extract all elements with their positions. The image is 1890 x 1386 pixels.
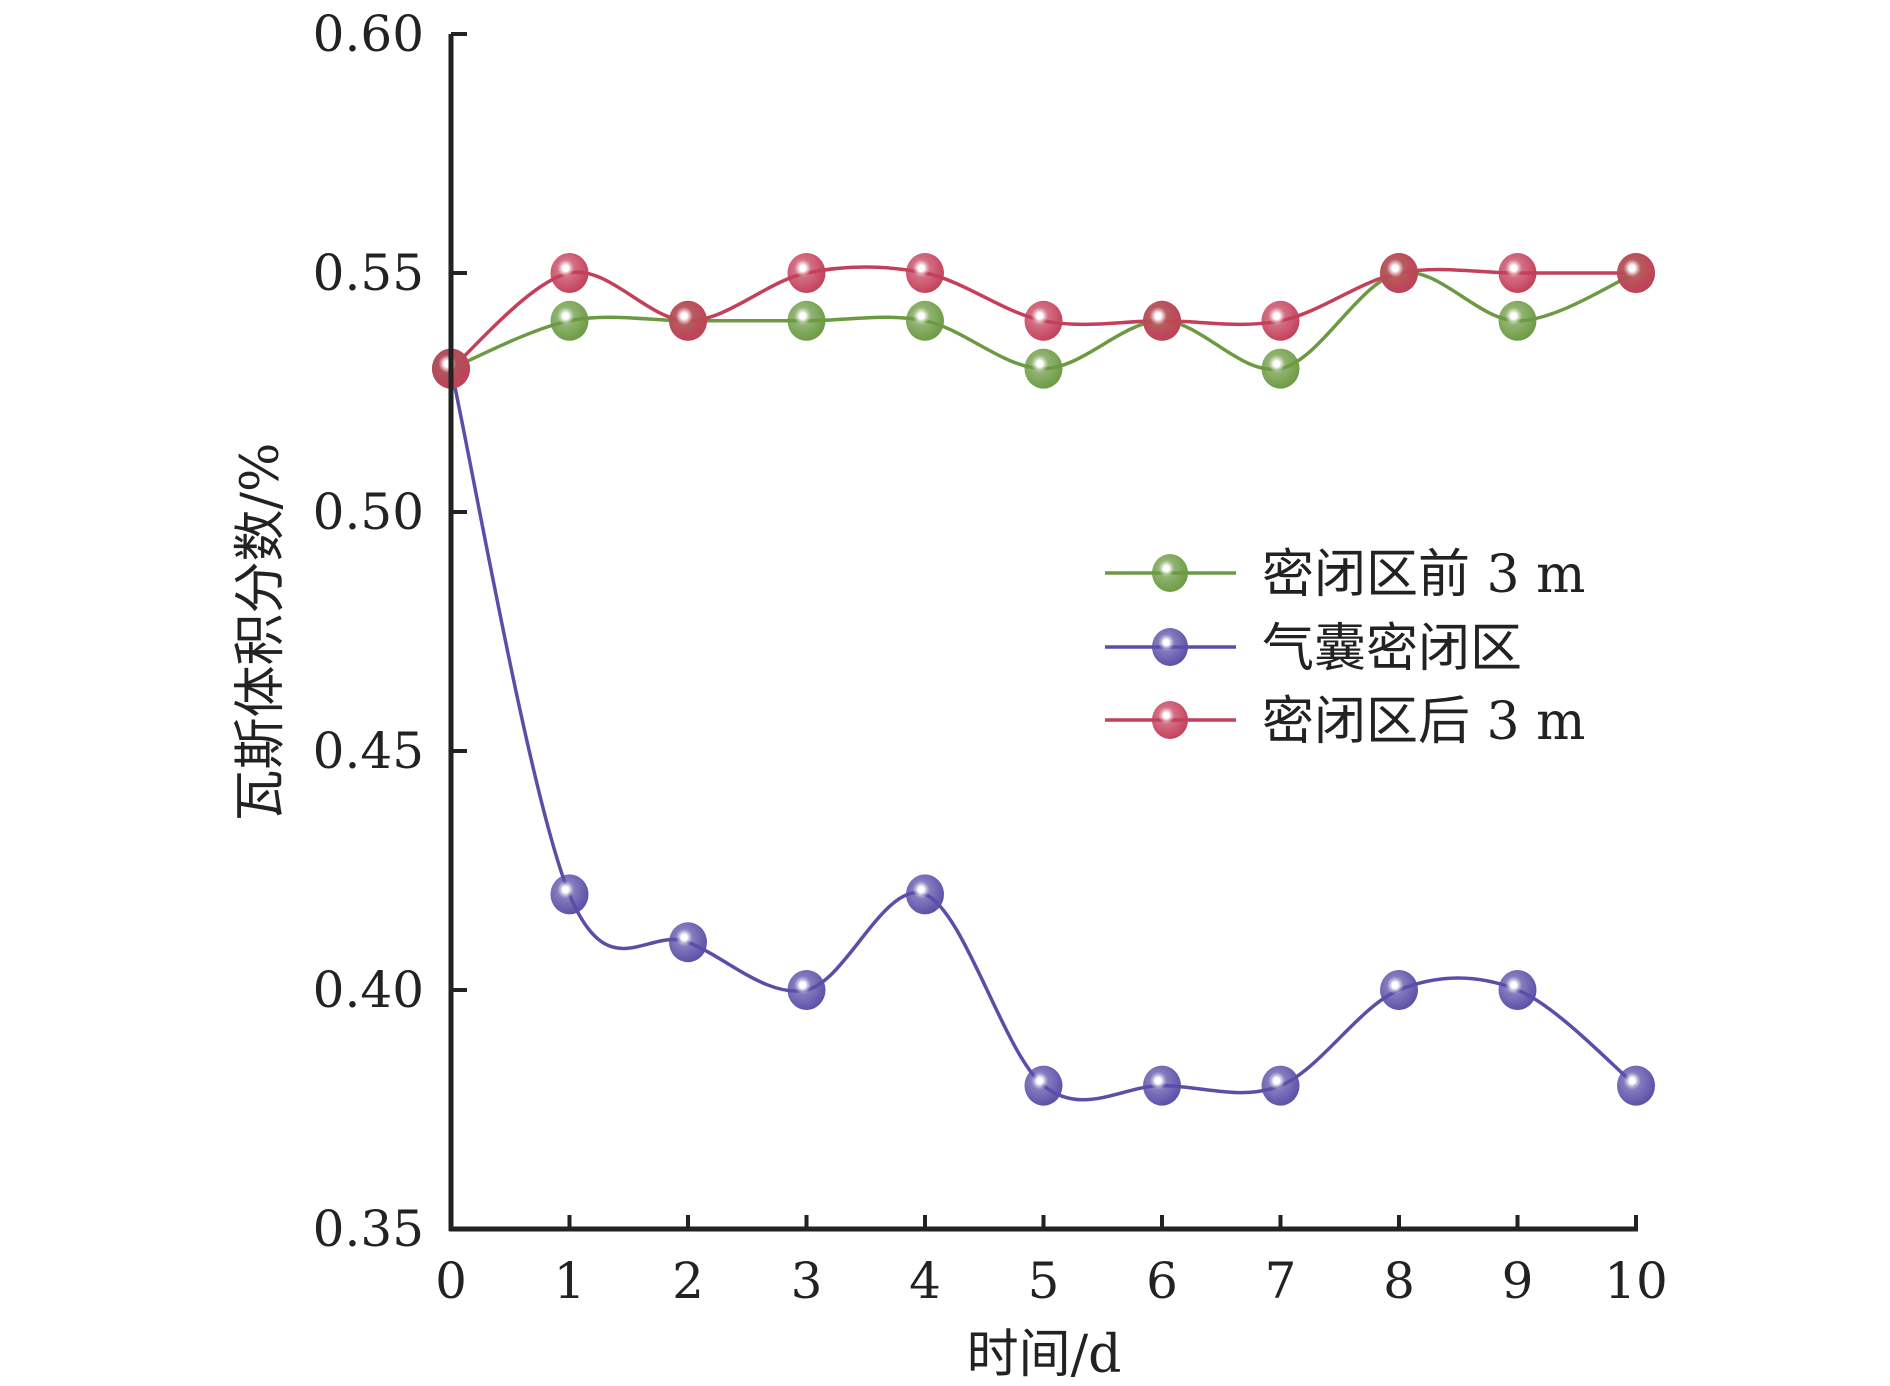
series-0 xyxy=(450,270,1637,372)
data-point xyxy=(1617,253,1655,293)
data-point xyxy=(1498,970,1537,1010)
x-tick-label: 2 xyxy=(672,1252,704,1310)
data-point xyxy=(787,253,826,293)
legend-item: 密闭区后 3 m xyxy=(1105,692,1585,752)
data-point xyxy=(1261,300,1300,341)
data-point xyxy=(1143,300,1181,341)
data-point xyxy=(669,300,707,341)
legend-label: 密闭区后 3 m xyxy=(1262,692,1585,752)
data-point xyxy=(1024,348,1063,389)
x-tick-label: 1 xyxy=(554,1252,586,1310)
x-tick-label: 0 xyxy=(435,1252,467,1310)
data-point xyxy=(1261,1065,1300,1106)
series-1-markers xyxy=(432,348,1655,1106)
y-tick-label: 0.35 xyxy=(313,1200,424,1258)
y-tick-label: 0.40 xyxy=(313,961,424,1019)
legend-marker xyxy=(1152,554,1188,592)
x-tick-label: 4 xyxy=(909,1252,941,1310)
series-line xyxy=(450,270,1637,372)
data-point xyxy=(1498,253,1537,293)
x-tick-label: 8 xyxy=(1383,1252,1415,1310)
x-tick-label: 10 xyxy=(1604,1252,1668,1310)
data-point xyxy=(1617,1065,1655,1106)
x-axis-label: 时间/d xyxy=(967,1325,1122,1385)
legend-item: 气囊密闭区 xyxy=(1105,619,1522,679)
data-point xyxy=(1024,300,1063,341)
data-point xyxy=(1143,1065,1181,1106)
data-point xyxy=(669,922,707,963)
y-tick-label: 0.60 xyxy=(313,5,424,63)
data-point xyxy=(1380,970,1418,1010)
ticks-layer: 0 1 2 3 4 5 6 7 8 9 10 0.35 0.40 0.45 0.50 0.55 0.60 xyxy=(313,5,1668,1310)
data-point xyxy=(550,253,589,293)
legend-label: 气囊密闭区 xyxy=(1262,619,1522,679)
series-2-markers xyxy=(432,253,1655,389)
data-point xyxy=(906,874,944,915)
x-tick-label: 6 xyxy=(1146,1252,1178,1310)
legend-item: 密闭区前 3 m xyxy=(1105,545,1585,605)
data-point xyxy=(1380,253,1418,293)
data-point xyxy=(1498,300,1537,341)
data-point xyxy=(906,253,944,293)
data-point xyxy=(550,300,589,341)
y-axis-label: 瓦斯体积分数/% xyxy=(231,443,291,822)
y-tick-label: 0.55 xyxy=(313,244,424,302)
data-point xyxy=(1024,1065,1063,1106)
data-point xyxy=(1261,348,1300,389)
data-point xyxy=(550,874,589,915)
data-point xyxy=(787,300,826,341)
legend-label: 密闭区前 3 m xyxy=(1262,545,1585,605)
legend-marker xyxy=(1152,628,1188,666)
x-tick-label: 7 xyxy=(1265,1252,1297,1310)
legend-marker xyxy=(1152,701,1188,739)
x-tick-label: 5 xyxy=(1028,1252,1060,1310)
y-tick-label: 0.50 xyxy=(313,483,424,541)
y-tick-label: 0.45 xyxy=(313,722,424,780)
data-point xyxy=(906,300,944,341)
x-tick-label: 3 xyxy=(791,1252,823,1310)
data-point xyxy=(787,970,826,1010)
x-tick-label: 9 xyxy=(1502,1252,1534,1310)
series-layer xyxy=(432,253,1655,1106)
